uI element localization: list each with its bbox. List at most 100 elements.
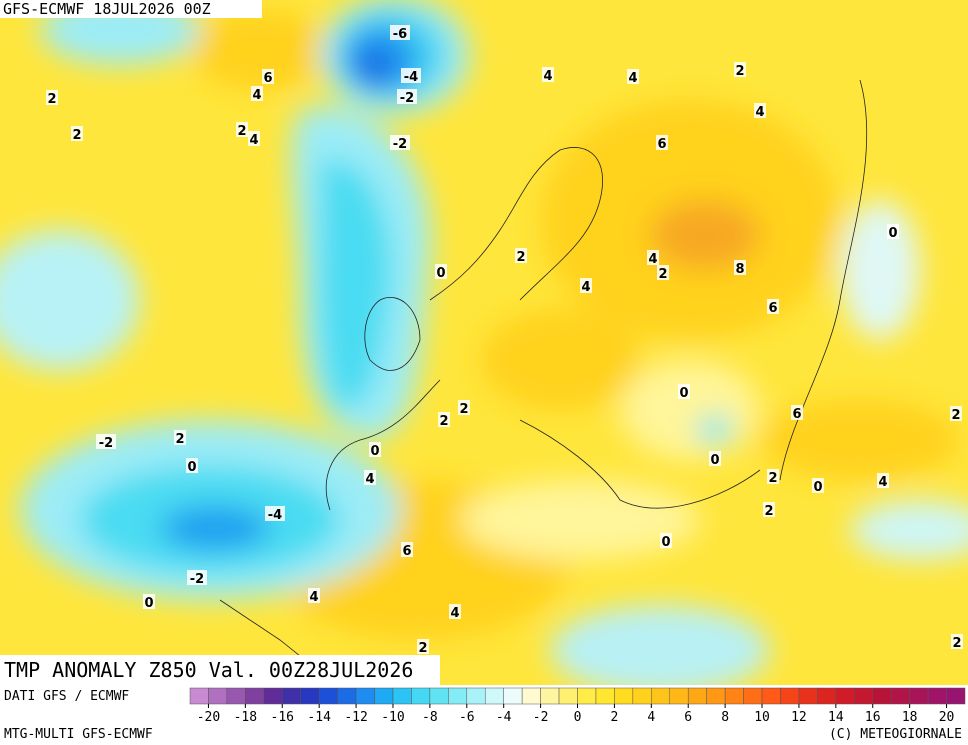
- contour-label-bg: [46, 90, 58, 105]
- contour-label-bg: [251, 86, 263, 101]
- colorbar-swatch: [651, 687, 671, 705]
- contour-label: 0: [813, 480, 822, 495]
- contour-label-bg: [390, 25, 410, 40]
- colorbar-swatch: [318, 687, 338, 705]
- colorbar-swatch: [817, 687, 837, 705]
- contour-label: 0: [436, 266, 445, 281]
- colorbar-swatch: [854, 687, 873, 705]
- contour-label-bg: [308, 588, 320, 603]
- contour-label-bg: [660, 533, 672, 548]
- contour-label-bg: [262, 69, 274, 84]
- colorbar-swatch: [614, 687, 634, 705]
- colorbar-tick-label: 12: [791, 710, 807, 725]
- contour-label-bg: [174, 430, 186, 445]
- contour-label: 4: [365, 472, 374, 487]
- contour-label: 4: [581, 280, 590, 295]
- colorbar-swatch: [355, 687, 375, 705]
- colorbar-tick-label: -10: [381, 710, 404, 725]
- contour-label: 6: [402, 544, 411, 559]
- contour-label: 2: [72, 128, 81, 143]
- map-title-box: [0, 655, 440, 685]
- colorbar-swatch: [503, 687, 523, 705]
- contour-label: 2: [768, 471, 777, 486]
- colorbar-tick-label: 14: [828, 710, 844, 725]
- colorbar-swatch: [337, 687, 357, 705]
- contour-label: 4: [648, 252, 657, 267]
- contour-label-bg: [791, 405, 803, 420]
- contour-label: 2: [735, 64, 744, 79]
- contour-label: 4: [252, 88, 261, 103]
- colorbar-swatch: [392, 687, 412, 705]
- contour-label-bg: [950, 406, 962, 421]
- colorbar-swatch: [448, 687, 468, 705]
- contour-label: 4: [450, 606, 459, 621]
- contour-label-bg: [96, 434, 116, 449]
- contour-label: 0: [370, 444, 379, 459]
- contour-label-bg: [143, 594, 155, 609]
- contour-label: -2: [393, 137, 407, 152]
- contour-label: -4: [268, 508, 282, 523]
- map-field: [0, 0, 968, 685]
- colorbar-tick-label: 0: [574, 710, 582, 725]
- colorbar-swatch: [429, 687, 449, 705]
- contour-label: 8: [735, 262, 744, 277]
- contour-label: 0: [187, 460, 196, 475]
- colorbar-swatch: [946, 687, 966, 705]
- contour-label-bg: [364, 470, 376, 485]
- contour-label-bg: [580, 278, 592, 293]
- contour-label: 4: [628, 71, 637, 86]
- colorbar-swatch: [577, 687, 597, 705]
- colorbar-tick-label: 2: [610, 710, 618, 725]
- contour-label: 2: [175, 432, 184, 447]
- colorbar-swatch: [927, 687, 947, 705]
- colorbar-tick-label: -4: [496, 710, 512, 725]
- colorbar-swatch: [189, 687, 209, 705]
- colorbar-swatch: [558, 687, 578, 705]
- colorbar-swatch: [706, 687, 726, 705]
- contour-label-bg: [734, 62, 746, 77]
- colorbar-tick-label: 8: [721, 710, 729, 725]
- contour-label: 2: [764, 504, 773, 519]
- contour-label: 6: [792, 407, 801, 422]
- contour-label-bg: [71, 126, 83, 141]
- colorbar-swatch: [632, 687, 652, 705]
- contour-label-bg: [401, 68, 421, 83]
- colorbar-swatch: [872, 687, 892, 705]
- colorbar-swatch: [687, 687, 707, 705]
- colorbar-swatch: [724, 687, 744, 705]
- contour-label: 2: [459, 402, 468, 417]
- colorbar-swatch: [411, 687, 431, 705]
- header-box: [0, 0, 262, 18]
- contour-label: 2: [237, 124, 246, 139]
- contour-label: 0: [661, 535, 670, 550]
- contour-label-bg: [678, 384, 690, 399]
- contour-label: 2: [439, 414, 448, 429]
- colorbar-swatch: [761, 687, 781, 705]
- colorbar-tick-label: -8: [422, 710, 438, 725]
- colorbar-swatch: [300, 687, 320, 705]
- colorbar-swatch: [484, 687, 504, 705]
- contour-label: 4: [878, 475, 887, 490]
- contour-label: 0: [888, 226, 897, 241]
- contour-label-bg: [187, 570, 207, 585]
- contour-label: 4: [543, 69, 552, 84]
- contour-label-bg: [369, 442, 381, 457]
- contour-label: -2: [400, 91, 414, 106]
- header-title: GFS-ECMWF 18JUL2026 00Z: [3, 0, 211, 18]
- contour-label-bg: [248, 131, 260, 146]
- contour-label-bg: [438, 412, 450, 427]
- contour-label-bg: [542, 67, 554, 82]
- contour-label: 0: [679, 386, 688, 401]
- contour-label-bg: [877, 473, 889, 488]
- contour-label-bg: [657, 265, 669, 280]
- colorbar-tick-label: -2: [533, 710, 549, 725]
- contour-label-bg: [709, 451, 721, 466]
- colorbar-swatch: [835, 687, 855, 705]
- contour-label-bg: [186, 458, 198, 473]
- contour-label-bg: [236, 122, 248, 137]
- contour-label: -2: [99, 436, 113, 451]
- contour-label-bg: [656, 135, 668, 150]
- contour-label: 0: [144, 596, 153, 611]
- contour-label-bg: [515, 248, 527, 263]
